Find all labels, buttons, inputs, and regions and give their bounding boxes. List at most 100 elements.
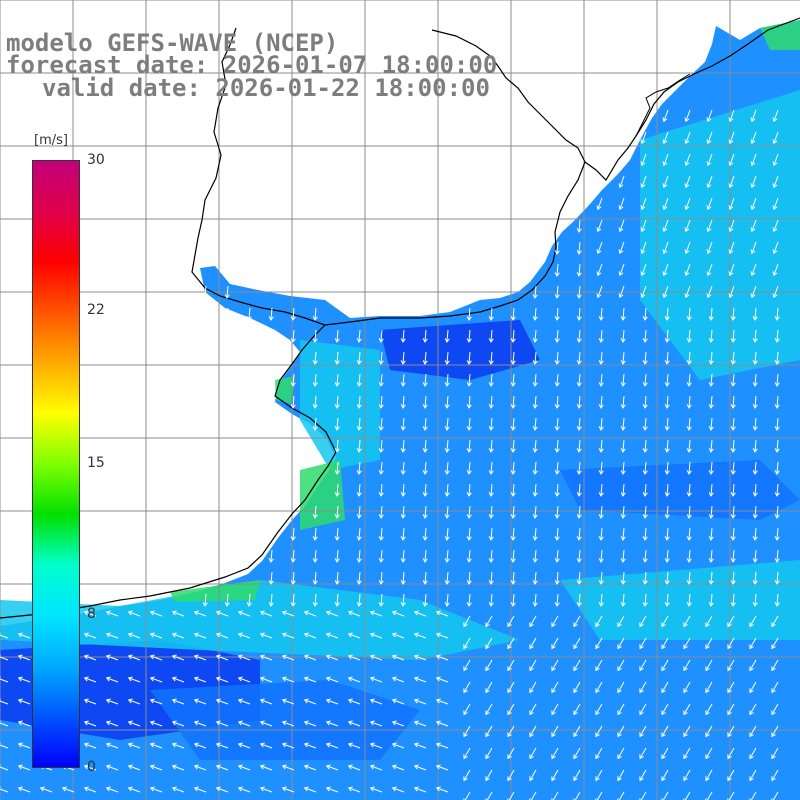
wind-arrow bbox=[642, 417, 648, 431]
wind-arrow bbox=[642, 571, 648, 585]
wind-arrow bbox=[215, 742, 229, 749]
wind-arrow bbox=[576, 263, 582, 277]
wind-arrow bbox=[617, 703, 625, 716]
wind-arrow bbox=[532, 571, 538, 585]
wind-arrow bbox=[325, 676, 339, 683]
wind-arrow bbox=[507, 769, 515, 782]
wind-arrow bbox=[598, 439, 604, 453]
wind-arrow bbox=[507, 703, 515, 716]
wind-arrow bbox=[259, 742, 273, 749]
wind-arrow bbox=[312, 527, 318, 541]
wind-arrow bbox=[507, 681, 515, 694]
wind-arrow bbox=[347, 698, 361, 705]
wind-arrow bbox=[617, 637, 625, 650]
wind-arrow bbox=[400, 571, 406, 585]
wind-arrow bbox=[706, 197, 713, 211]
wind-arrow bbox=[752, 351, 758, 365]
wind-arrow bbox=[127, 632, 141, 639]
wind-arrow bbox=[639, 637, 647, 650]
wind-arrow bbox=[347, 720, 361, 727]
colorbar bbox=[32, 160, 80, 768]
wind-arrow bbox=[617, 725, 625, 738]
wind-arrow bbox=[642, 329, 648, 343]
wind-arrow bbox=[325, 764, 339, 771]
wind-arrow bbox=[83, 786, 97, 793]
wind-arrow bbox=[664, 571, 670, 585]
wind-arrow bbox=[334, 483, 340, 497]
wind-arrow bbox=[435, 610, 449, 617]
wind-arrow bbox=[237, 764, 251, 771]
wind-arrow bbox=[620, 307, 626, 321]
wind-arrow bbox=[17, 742, 31, 749]
wind-arrow bbox=[193, 786, 207, 793]
wind-arrow bbox=[259, 786, 273, 793]
wind-arrow bbox=[532, 527, 538, 541]
wind-arrow bbox=[554, 461, 560, 475]
wind-arrow bbox=[488, 439, 494, 453]
wind-arrow bbox=[532, 593, 538, 607]
wind-arrow bbox=[683, 681, 691, 694]
wind-arrow bbox=[529, 659, 537, 672]
wind-arrow bbox=[529, 703, 537, 716]
wind-arrow bbox=[598, 417, 604, 431]
wind-speed-patch bbox=[170, 580, 260, 602]
wind-arrow bbox=[510, 439, 516, 453]
wind-arrow bbox=[727, 769, 735, 782]
wind-arrow bbox=[771, 769, 779, 782]
wind-arrow bbox=[463, 703, 471, 716]
wind-arrow bbox=[662, 153, 669, 167]
wind-arrow bbox=[466, 329, 472, 343]
wind-arrow bbox=[422, 461, 428, 475]
wind-arrow bbox=[554, 329, 560, 343]
wind-arrow bbox=[749, 615, 757, 628]
wind-arrow bbox=[0, 764, 9, 771]
wind-arrow bbox=[281, 676, 295, 683]
wind-arrow bbox=[435, 764, 449, 771]
wind-arrow bbox=[576, 285, 582, 299]
wind-arrow bbox=[246, 593, 252, 607]
wind-arrow bbox=[356, 439, 362, 453]
wind-arrow bbox=[127, 720, 141, 727]
wind-speed-patch bbox=[300, 460, 345, 530]
wind-arrow bbox=[312, 329, 318, 343]
wind-arrow bbox=[171, 698, 185, 705]
wind-arrow bbox=[730, 571, 736, 585]
wind-arrow bbox=[683, 615, 691, 628]
wind-arrow bbox=[224, 593, 230, 607]
wind-arrow bbox=[171, 720, 185, 727]
wind-arrow bbox=[0, 786, 9, 793]
wind-arrow bbox=[752, 329, 758, 343]
wind-arrow bbox=[686, 373, 692, 387]
wind-arrow bbox=[728, 219, 735, 233]
wind-arrow bbox=[303, 720, 317, 727]
wind-arrow bbox=[684, 197, 691, 211]
wind-arrow bbox=[488, 549, 494, 563]
wind-arrow bbox=[422, 439, 428, 453]
wind-arrow bbox=[640, 197, 647, 211]
wind-arrow bbox=[485, 703, 493, 716]
wind-arrow bbox=[378, 593, 384, 607]
wind-arrow bbox=[662, 241, 669, 255]
wind-arrow bbox=[83, 698, 97, 705]
wind-arrow bbox=[290, 329, 296, 343]
wind-arrow bbox=[750, 109, 757, 123]
wind-arrow bbox=[727, 659, 735, 672]
wind-arrow bbox=[706, 241, 713, 255]
wind-arrow bbox=[771, 747, 779, 760]
wind-arrow bbox=[728, 131, 735, 145]
wind-arrow bbox=[466, 461, 472, 475]
wind-arrow bbox=[378, 571, 384, 585]
wind-arrow bbox=[705, 659, 713, 672]
wind-arrow bbox=[510, 461, 516, 475]
wind-arrow bbox=[752, 549, 758, 563]
wind-arrow bbox=[595, 615, 603, 628]
wind-arrow bbox=[529, 615, 537, 628]
wind-arrow bbox=[378, 461, 384, 475]
wind-arrow bbox=[281, 742, 295, 749]
wind-arrow bbox=[347, 654, 361, 661]
wind-arrow bbox=[618, 219, 625, 233]
wind-arrow bbox=[551, 725, 559, 738]
wind-arrow bbox=[708, 483, 714, 497]
wind-arrow bbox=[488, 417, 494, 431]
wind-arrow bbox=[752, 307, 758, 321]
